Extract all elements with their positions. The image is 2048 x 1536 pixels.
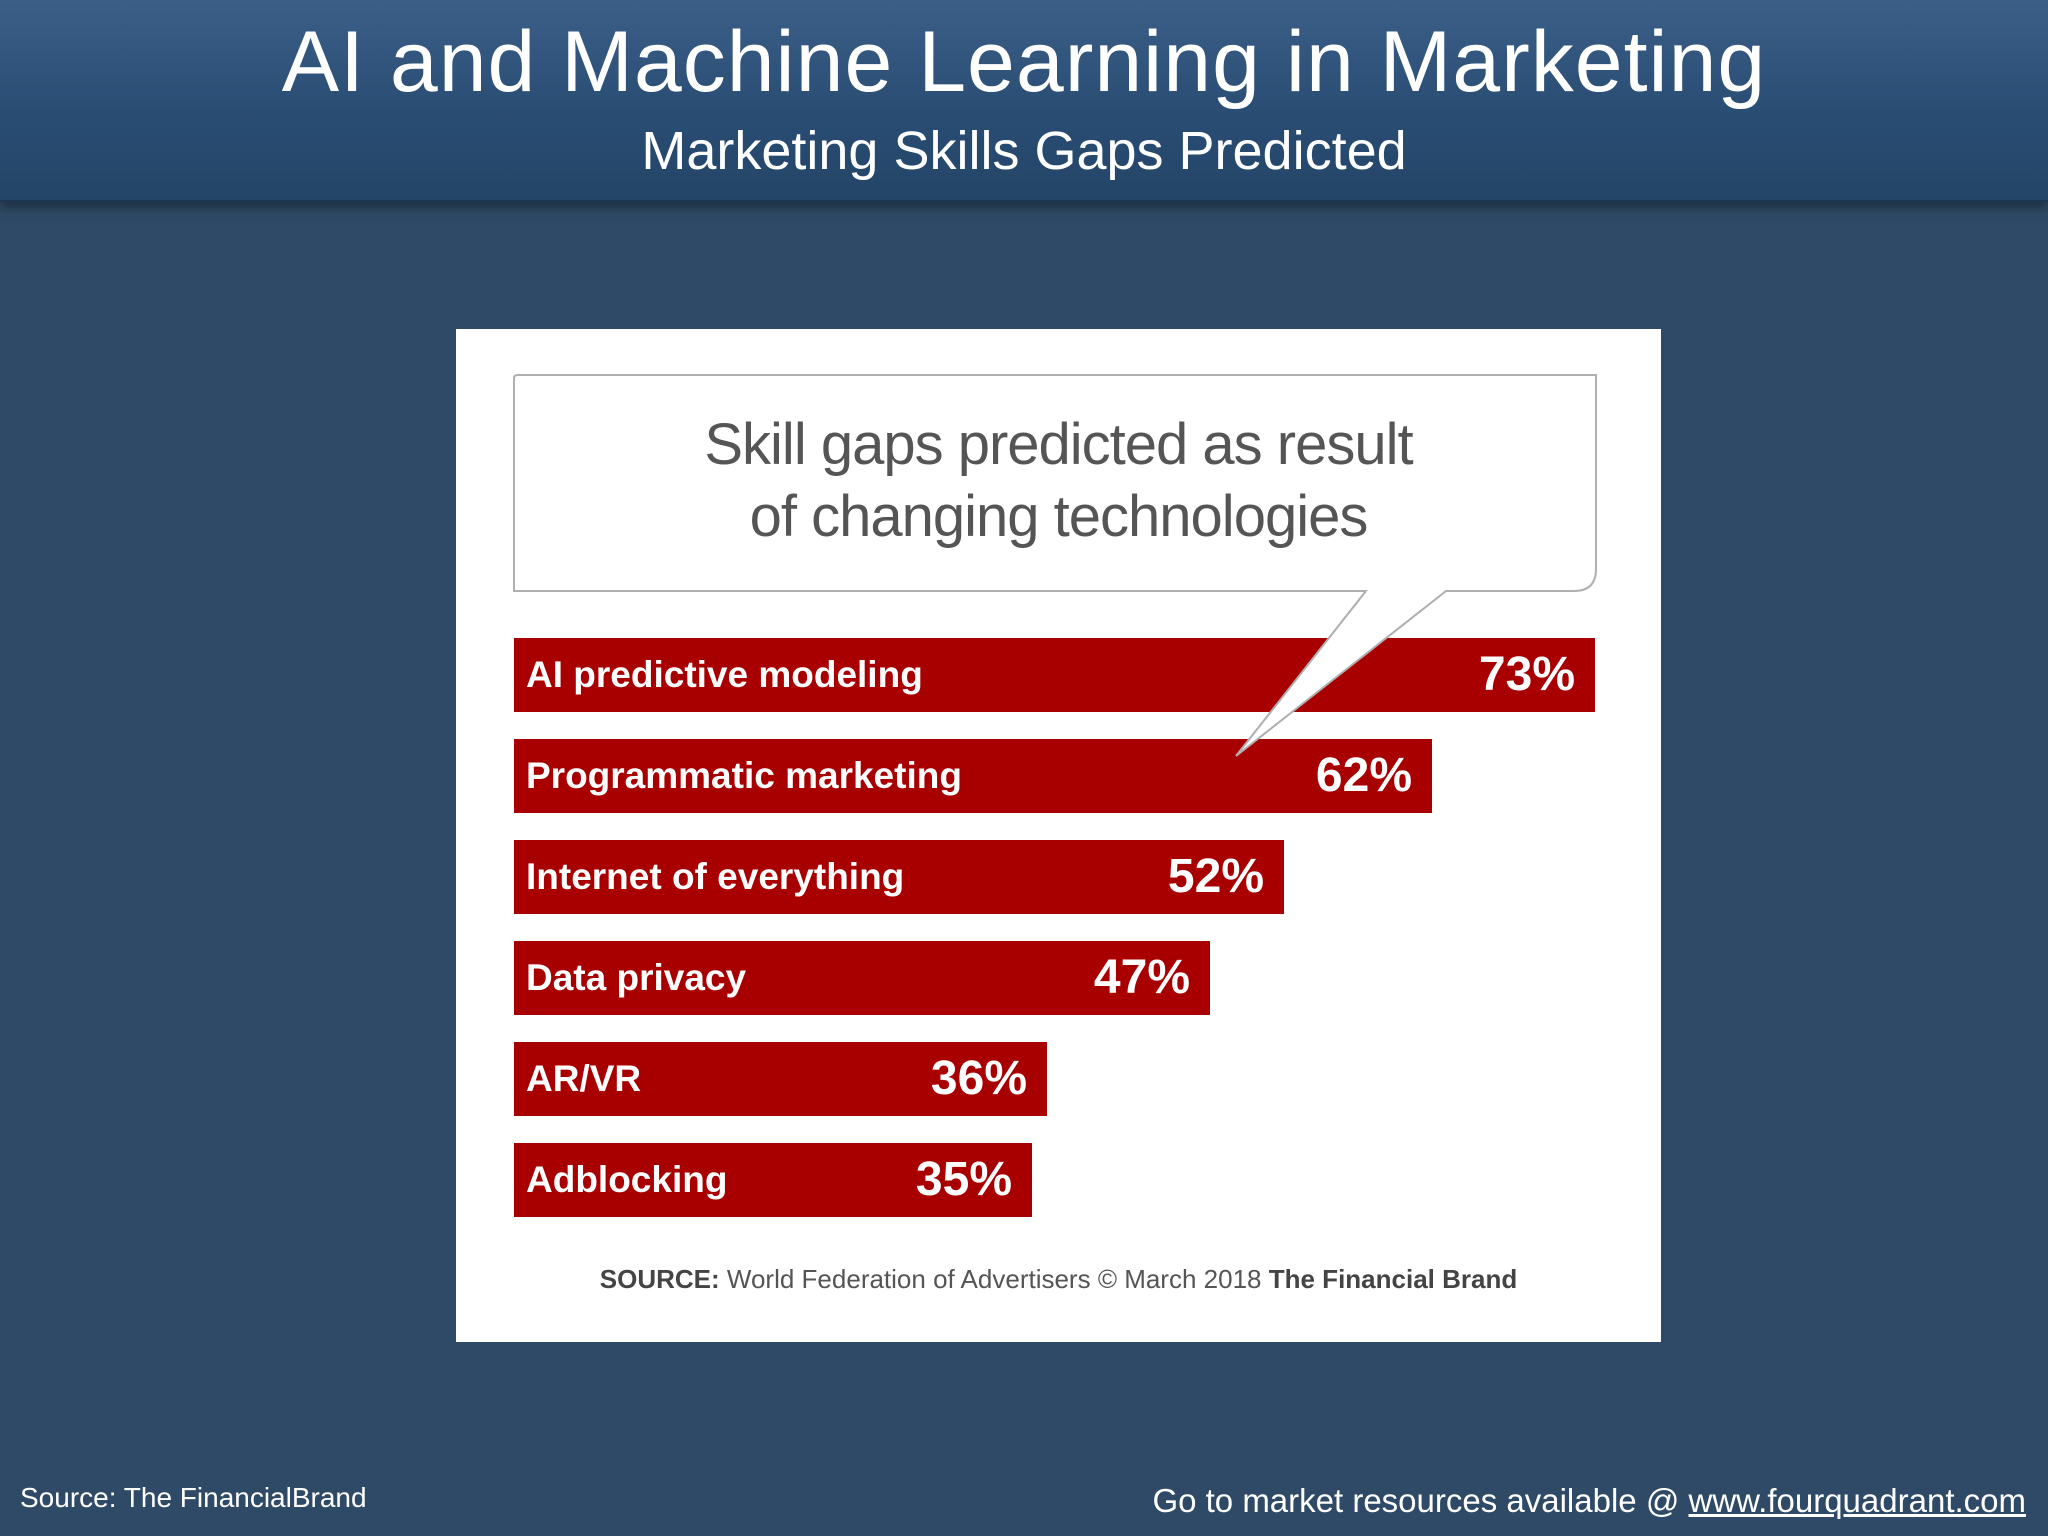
chart-source-text: World Federation of Advertisers © March …: [726, 1264, 1262, 1294]
slide-title: AI and Machine Learning in Marketing: [281, 14, 1767, 110]
chart-source-brand: The Financial Brand: [1268, 1264, 1518, 1294]
footer-resources: Go to market resources available @ www.f…: [1152, 1478, 2026, 1524]
bar-label: Internet of everything: [526, 856, 905, 897]
bar-label: Programmatic marketing: [526, 755, 962, 796]
bar-label: AR/VR: [526, 1058, 642, 1099]
bar-value-label: 47%: [1093, 951, 1190, 1004]
chart-source: SOURCE: World Federation of Advertisers …: [456, 1259, 1661, 1299]
chart-title-line-1: Skill gaps predicted as result: [704, 412, 1413, 477]
chart-title-line-2: of changing technologies: [749, 484, 1369, 549]
bar-label: Data privacy: [526, 957, 747, 998]
bar-5: Adblocking 35%: [514, 1143, 1032, 1217]
bar-3: Data privacy 47%: [514, 941, 1210, 1015]
footer-link[interactable]: www.fourquadrant.com: [1688, 1482, 2027, 1519]
chart-source-label: SOURCE:: [599, 1264, 720, 1294]
bar-value-label: 35%: [915, 1153, 1012, 1206]
bar-2: Internet of everything 52%: [514, 840, 1284, 914]
bar-1: Programmatic marketing 62%: [514, 739, 1432, 813]
bar-label: Adblocking: [526, 1159, 728, 1200]
bar-value-label: 52%: [1167, 850, 1264, 903]
bar-value-label: 73%: [1478, 648, 1575, 701]
slide-header: AI and Machine Learning in Marketing Mar…: [0, 0, 2048, 202]
footer-source: Source: The FinancialBrand: [20, 1482, 367, 1513]
footer-resources-text: Go to market resources available @: [1152, 1482, 1680, 1519]
chart-title: Skill gaps predicted as result of changi…: [516, 409, 1601, 553]
bar-0: AI predictive modeling 73%: [514, 638, 1595, 712]
bar-value-label: 36%: [930, 1052, 1027, 1105]
bar-label: AI predictive modeling: [526, 654, 923, 695]
chart-card: Skill gaps predicted as result of changi…: [456, 329, 1661, 1342]
bar-4: AR/VR 36%: [514, 1042, 1047, 1116]
bar-value-label: 62%: [1315, 749, 1412, 802]
slide-subtitle: Marketing Skills Gaps Predicted: [641, 121, 1407, 181]
